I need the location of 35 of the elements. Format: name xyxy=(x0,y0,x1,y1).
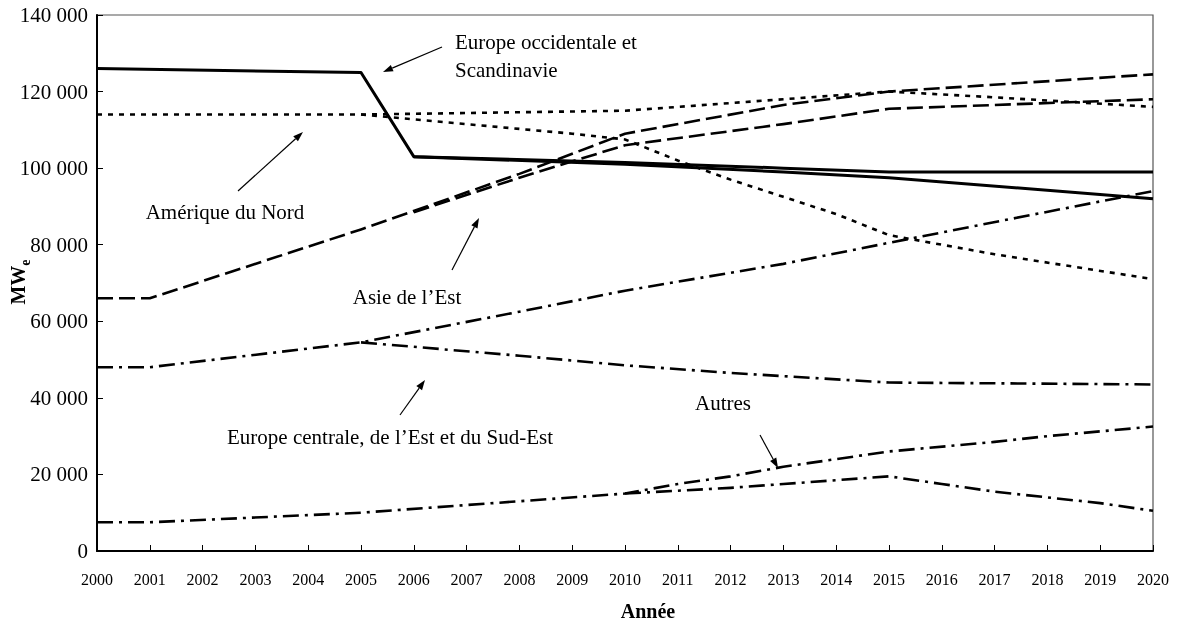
x-tick-label: 2004 xyxy=(292,570,325,588)
x-tick-label: 2013 xyxy=(767,570,800,588)
x-tick-label: 2010 xyxy=(609,570,641,588)
y-tick-label: 0 xyxy=(77,539,88,563)
x-tick-label: 2008 xyxy=(503,570,536,588)
x-tick-label: 2000 xyxy=(81,570,113,588)
x-tick-label: 2019 xyxy=(1084,570,1117,588)
x-tick-label: 2020 xyxy=(1137,570,1169,588)
x-tick-label: 2018 xyxy=(1031,570,1064,588)
annotation: Europe centrale, de l’Est et du Sud-Est xyxy=(227,425,554,449)
annotation: Asie de l’Est xyxy=(352,285,462,309)
y-tick-label: 40 000 xyxy=(30,385,88,410)
y-tick-label: 80 000 xyxy=(30,232,88,257)
annotation: Europe occidentale et Scandinavie xyxy=(455,30,643,82)
x-tick-label: 2016 xyxy=(925,570,958,588)
x-tick-label: 2015 xyxy=(873,570,905,588)
x-tick-label: 2007 xyxy=(450,570,483,588)
y-tick-label: 20 000 xyxy=(30,462,88,487)
x-tick-label: 2003 xyxy=(239,570,272,588)
x-tick-label: 2005 xyxy=(345,570,377,588)
x-tick-label: 2011 xyxy=(662,570,694,588)
x-tick-label: 2006 xyxy=(397,570,430,588)
x-tick-label: 2014 xyxy=(820,570,853,588)
x-tick-label: 2001 xyxy=(133,570,166,588)
y-tick-label: 120 000 xyxy=(19,79,88,104)
annotation: Autres xyxy=(695,391,751,415)
x-tick-label: 2002 xyxy=(186,570,219,588)
x-tick-label: 2009 xyxy=(556,570,589,588)
x-axis-title: Année xyxy=(620,600,676,622)
y-tick-label: 140 000 xyxy=(19,3,88,27)
x-tick-label: 2017 xyxy=(978,570,1011,588)
y-tick-label: 100 000 xyxy=(19,156,88,181)
annotation: Amérique du Nord xyxy=(145,200,305,224)
y-tick-label: 60 000 xyxy=(30,309,88,334)
x-tick-label: 2012 xyxy=(714,570,747,588)
